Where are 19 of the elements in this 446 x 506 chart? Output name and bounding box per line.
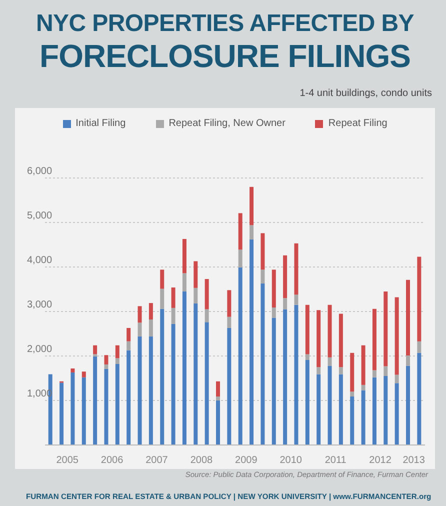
- legend-label: Initial Filing: [76, 118, 126, 129]
- x-tick-label: 2009: [235, 455, 258, 466]
- y-tick-label: 2,000: [27, 344, 52, 355]
- chart-title: NYC PROPERTIES AFFECTED BY FORECLOSURE FILINGS: [34, 10, 416, 74]
- y-tick-label: 6,000: [27, 166, 52, 177]
- x-tick-label: 2012: [369, 455, 392, 466]
- x-tick-label: 2011: [324, 455, 347, 466]
- legend-label: Repeat Filing: [328, 118, 388, 129]
- x-tick-label: 2010: [280, 455, 302, 466]
- x-tick-label: 2008: [190, 455, 214, 466]
- x-tick-label: 2006: [100, 455, 124, 466]
- y-tick-label: 5,000: [27, 210, 52, 222]
- legend-label: Repeat Filing, New Owner: [168, 118, 286, 129]
- y-tick-label: 3,000: [27, 300, 52, 310]
- x-tick-label: 2005: [56, 455, 79, 466]
- x-tick-label: 2007: [146, 455, 168, 466]
- x-tick-label: 2013: [402, 455, 426, 466]
- chart-subtitle: 1-4 unit buildings, condo units: [300, 88, 432, 99]
- y-tick-label: 4,000: [27, 255, 52, 266]
